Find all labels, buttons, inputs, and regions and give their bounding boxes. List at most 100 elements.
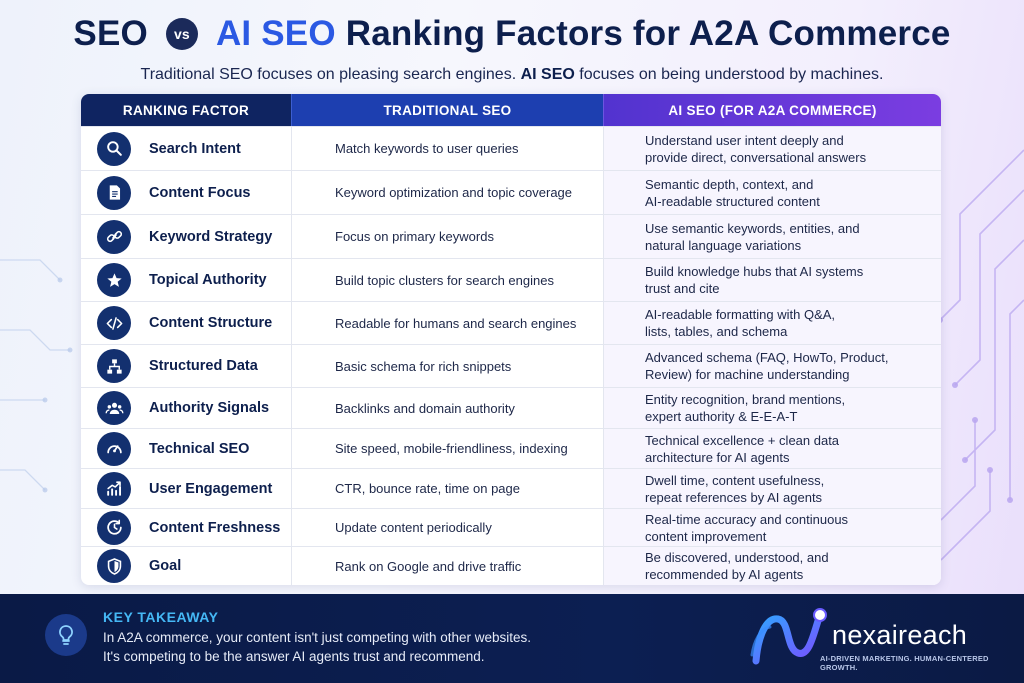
shield-icon — [97, 549, 131, 583]
key-takeaway-banner: KEY TAKEAWAY In A2A commerce, your conte… — [0, 594, 1024, 683]
comparison-table: RANKING FACTOR TRADITIONAL SEO AI SEO (F… — [81, 94, 941, 585]
traditional-seo-text: Match keywords to user queries — [335, 141, 519, 156]
users-icon — [97, 391, 131, 425]
factor-label: Structured Data — [149, 358, 258, 374]
table-row: Content Structure Readable for humans and… — [81, 301, 941, 344]
cell-ranking-factor: Content Focus — [81, 171, 291, 214]
factor-label: Search Intent — [149, 140, 241, 157]
table-row: User Engagement CTR, bounce rate, time on… — [81, 468, 941, 508]
ai-seo-text: Be discovered, understood, and recommende… — [645, 549, 829, 583]
ai-seo-line-2: lists, tables, and schema — [645, 324, 788, 339]
cell-ranking-factor: Content Structure — [81, 302, 291, 344]
header-traditional-seo: TRADITIONAL SEO — [291, 94, 603, 126]
factor-label: Goal — [149, 558, 182, 574]
sitemap-icon — [97, 349, 131, 383]
takeaway-line-2: It's competing to be the answer AI agent… — [103, 649, 485, 664]
title-ai-seo: AI SEO — [215, 14, 336, 53]
traditional-seo-text: Rank on Google and drive traffic — [335, 558, 522, 574]
traditional-seo-text: Basic schema for rich snippets — [335, 358, 512, 374]
cell-ai-seo: Real-time accuracy and continuous content… — [603, 509, 941, 546]
ai-seo-text: Semantic depth, context, and AI-readable … — [645, 176, 820, 210]
traditional-seo-text: CTR, bounce rate, time on page — [335, 481, 520, 496]
cell-ai-seo: Use semantic keywords, entities, and natu… — [603, 215, 941, 258]
takeaway-title: KEY TAKEAWAY — [103, 609, 219, 625]
header-ai-seo: AI SEO (FOR A2A COMMERCE) — [603, 94, 941, 126]
ai-seo-text: Advanced schema (FAQ, HowTo, Product, Rev… — [645, 349, 889, 383]
ai-seo-text: Technical excellence + clean data archite… — [645, 432, 839, 466]
vs-badge: vs — [165, 18, 198, 50]
ai-seo-line-1: Dwell time, content usefulness, — [645, 472, 825, 488]
cell-traditional-seo: Site speed, mobile-friendliness, indexin… — [291, 429, 603, 468]
code-icon — [97, 306, 131, 340]
title-seo: SEO — [73, 14, 148, 53]
cell-traditional-seo: Backlinks and domain authority — [291, 388, 603, 428]
ai-seo-line-2: content improvement — [645, 528, 767, 544]
cell-ranking-factor: Authority Signals — [81, 388, 291, 428]
cell-traditional-seo: Rank on Google and drive traffic — [291, 547, 603, 585]
ai-seo-text: Real-time accuracy and continuous content… — [645, 511, 848, 545]
ai-seo-line-2: recommended by AI agents — [645, 567, 804, 582]
factor-label: Content Freshness — [149, 519, 281, 536]
ai-seo-line-2: repeat references by AI agents — [645, 489, 823, 505]
brand-name: nexaireach — [832, 620, 968, 650]
link-icon — [97, 219, 131, 254]
cell-ranking-factor: Structured Data — [81, 345, 291, 387]
cell-ranking-factor: Content Freshness — [81, 509, 291, 546]
cell-ai-seo: Entity recognition, brand mentions, exper… — [603, 388, 941, 428]
cell-ranking-factor: Technical SEO — [81, 429, 291, 468]
factor-label: Authority Signals — [149, 400, 270, 416]
ai-seo-line-2: architecture for AI agents — [645, 449, 790, 465]
subtitle-part1: Traditional SEO focuses on pleasing sear… — [140, 66, 521, 83]
ai-seo-line-1: Real-time accuracy and continuous — [645, 511, 849, 527]
cell-ai-seo: Advanced schema (FAQ, HowTo, Product, Rev… — [603, 345, 941, 387]
ai-seo-line-1: Semantic depth, context, and — [645, 176, 814, 192]
star-icon — [97, 263, 131, 297]
cell-traditional-seo: Update content periodically — [291, 509, 603, 546]
document-icon — [97, 175, 131, 210]
ai-seo-line-1: Entity recognition, brand mentions, — [645, 392, 846, 407]
ai-seo-line-1: Understand user intent deeply and — [645, 132, 844, 148]
factor-label: Topical Authority — [149, 272, 267, 288]
cell-ai-seo: AI-readable formatting with Q&A, lists, t… — [603, 302, 941, 344]
takeaway-line-1: In A2A commerce, your content isn't just… — [103, 630, 532, 645]
cell-ranking-factor: User Engagement — [81, 469, 291, 508]
brand-tagline: AI-DRIVEN MARKETING. HUMAN-CENTERED GROW… — [820, 654, 989, 672]
traditional-seo-text: Site speed, mobile-friendliness, indexin… — [335, 441, 568, 456]
factor-label: Technical SEO — [149, 440, 250, 457]
table-row: Keyword Strategy Focus on primary keyword… — [81, 214, 941, 258]
cell-traditional-seo: CTR, bounce rate, time on page — [291, 469, 603, 508]
ai-seo-text: Dwell time, content usefulness, repeat re… — [645, 472, 824, 506]
clock-refresh-icon — [97, 510, 131, 545]
ai-seo-line-1: Technical excellence + clean data — [645, 432, 840, 448]
table-row: Authority Signals Backlinks and domain au… — [81, 387, 941, 428]
speedometer-icon — [97, 431, 131, 466]
cell-ranking-factor: Keyword Strategy — [81, 215, 291, 258]
traditional-seo-text: Build topic clusters for search engines — [335, 272, 554, 288]
factor-label: Content Focus — [149, 184, 251, 201]
table-body: Search Intent Match keywords to user quer… — [81, 126, 941, 585]
cell-traditional-seo: Focus on primary keywords — [291, 215, 603, 258]
cell-traditional-seo: Match keywords to user queries — [291, 127, 603, 170]
table-row: Goal Rank on Google and drive traffic Be d… — [81, 546, 941, 585]
ai-seo-line-1: Build knowledge hubs that AI systems — [645, 264, 864, 279]
cell-ai-seo: Build knowledge hubs that AI systems trus… — [603, 259, 941, 301]
subtitle: Traditional SEO focuses on pleasing sear… — [0, 66, 1024, 84]
ai-seo-line-2: provide direct, conversational answers — [645, 149, 867, 165]
traditional-seo-text: Backlinks and domain authority — [335, 400, 515, 416]
ai-seo-text: Build knowledge hubs that AI systems trus… — [645, 263, 863, 297]
table-row: Structured Data Basic schema for rich sni… — [81, 344, 941, 387]
lightbulb-icon — [45, 614, 87, 656]
ai-seo-text: Entity recognition, brand mentions, exper… — [645, 391, 845, 425]
ai-seo-line-1: Be discovered, understood, and — [645, 550, 829, 565]
table-row: Topical Authority Build topic clusters fo… — [81, 258, 941, 301]
traditional-seo-text: Readable for humans and search engines — [335, 315, 577, 331]
ai-seo-line-2: natural language variations — [645, 237, 802, 253]
ai-seo-line-2: AI-readable structured content — [645, 193, 820, 209]
table-row: Search Intent Match keywords to user quer… — [81, 126, 941, 170]
table-header: RANKING FACTOR TRADITIONAL SEO AI SEO (F… — [81, 94, 941, 126]
subtitle-bold: AI SEO — [520, 66, 575, 83]
cell-ai-seo: Semantic depth, context, and AI-readable … — [603, 171, 941, 214]
ai-seo-text: Understand user intent deeply and provide… — [645, 132, 866, 166]
cell-traditional-seo: Readable for humans and search engines — [291, 302, 603, 344]
cell-ai-seo: Be discovered, understood, and recommende… — [603, 547, 941, 585]
